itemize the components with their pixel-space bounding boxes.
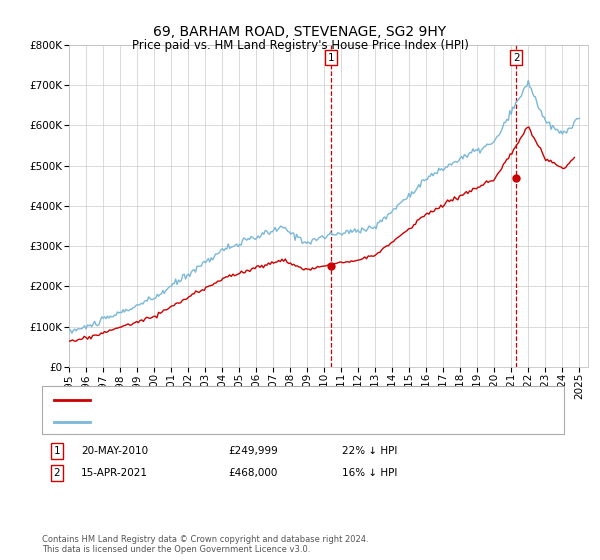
Text: 1: 1	[53, 446, 61, 456]
Text: £468,000: £468,000	[228, 468, 277, 478]
Text: 15-APR-2021: 15-APR-2021	[81, 468, 148, 478]
Text: 2: 2	[513, 53, 520, 63]
Text: 1: 1	[328, 53, 334, 63]
Text: 2: 2	[53, 468, 61, 478]
Text: 20-MAY-2010: 20-MAY-2010	[81, 446, 148, 456]
Text: Contains HM Land Registry data © Crown copyright and database right 2024.
This d: Contains HM Land Registry data © Crown c…	[42, 535, 368, 554]
Text: £249,999: £249,999	[228, 446, 278, 456]
Text: HPI: Average price, detached house, Stevenage: HPI: Average price, detached house, Stev…	[99, 417, 347, 427]
Text: Price paid vs. HM Land Registry's House Price Index (HPI): Price paid vs. HM Land Registry's House …	[131, 39, 469, 52]
Text: 69, BARHAM ROAD, STEVENAGE, SG2 9HY: 69, BARHAM ROAD, STEVENAGE, SG2 9HY	[154, 25, 446, 39]
Text: 22% ↓ HPI: 22% ↓ HPI	[342, 446, 397, 456]
Text: 16% ↓ HPI: 16% ↓ HPI	[342, 468, 397, 478]
Text: 69, BARHAM ROAD, STEVENAGE, SG2 9HY (detached house): 69, BARHAM ROAD, STEVENAGE, SG2 9HY (det…	[99, 395, 413, 405]
